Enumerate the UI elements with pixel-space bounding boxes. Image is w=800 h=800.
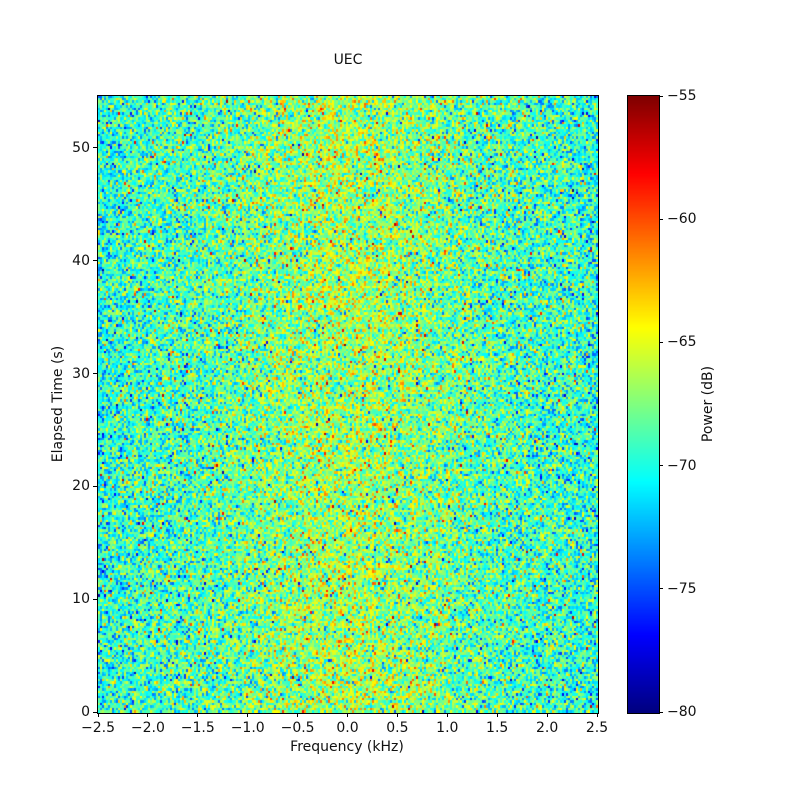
colorbar-tick-mark	[659, 95, 663, 97]
y-tick-label: 40	[72, 252, 90, 269]
y-tick-mark	[93, 598, 97, 600]
colorbar-tick-label: −55	[667, 88, 697, 104]
y-tick-mark	[93, 260, 97, 262]
x-tick-label: −1.5	[180, 720, 215, 736]
x-tick-label: 2.0	[535, 720, 559, 736]
colorbar-tick-label: −60	[667, 211, 697, 228]
y-tick-mark	[93, 373, 97, 375]
x-tick-mark	[97, 713, 99, 717]
y-tick-label: 20	[72, 478, 90, 495]
x-tick-mark	[297, 713, 299, 717]
y-axis-label: Elapsed Time (s)	[50, 345, 66, 463]
spectrogram-heatmap-canvas	[98, 96, 598, 713]
colorbar-tick-label: −70	[667, 457, 697, 474]
colorbar-tick-label: −65	[667, 334, 697, 351]
y-tick-label: 50	[72, 139, 90, 156]
x-axis-label: Frequency (kHz)	[290, 739, 404, 755]
x-tick-mark	[396, 713, 398, 717]
colorbar-tick-mark	[659, 465, 663, 467]
colorbar-tick-mark	[659, 218, 663, 220]
x-tick-mark	[347, 713, 348, 717]
x-tick-label: 1.5	[486, 720, 509, 736]
x-tick-label: −0.5	[280, 720, 315, 736]
x-tick-mark	[496, 713, 498, 717]
colorbar-tick-mark	[659, 711, 663, 713]
x-tick-label: 0.5	[386, 720, 409, 736]
x-tick-label: −2.0	[130, 720, 165, 736]
x-tick-label: 1.0	[436, 720, 459, 736]
colorbar-tick-label: −80	[667, 704, 697, 720]
colorbar-gradient-canvas	[628, 96, 659, 713]
y-tick-label: 0	[81, 704, 90, 720]
y-tick-label: 30	[72, 365, 90, 382]
y-tick-mark	[93, 147, 97, 149]
y-tick-mark	[93, 485, 97, 487]
x-tick-mark	[446, 713, 448, 717]
y-tick-mark	[93, 711, 97, 713]
colorbar	[627, 95, 660, 714]
x-tick-label: 2.5	[585, 720, 609, 736]
colorbar-tick-label: −75	[667, 580, 697, 597]
x-tick-mark	[546, 713, 548, 717]
colorbar-label: Power (dB)	[700, 365, 716, 443]
plot-title: UEC	[333, 52, 363, 68]
spectrogram-plot-area	[97, 95, 599, 714]
y-tick-label: 10	[72, 591, 90, 608]
x-tick-mark	[596, 713, 598, 717]
x-tick-label: −1.0	[230, 720, 265, 736]
x-tick-label: −2.5	[81, 720, 115, 736]
x-tick-mark	[147, 713, 149, 717]
colorbar-tick-mark	[659, 341, 663, 343]
x-tick-mark	[197, 713, 199, 717]
x-tick-label: 0.0	[336, 720, 359, 736]
x-tick-mark	[247, 713, 249, 717]
colorbar-tick-mark	[659, 588, 663, 590]
